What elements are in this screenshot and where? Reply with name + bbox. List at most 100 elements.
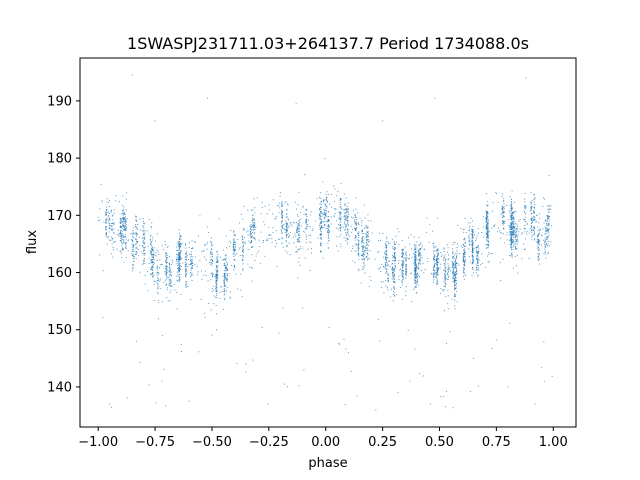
data-point <box>405 259 407 261</box>
data-point <box>418 255 420 257</box>
data-point <box>534 198 536 200</box>
data-point <box>452 272 454 274</box>
data-point <box>132 237 134 239</box>
data-point <box>433 279 435 281</box>
data-point <box>233 241 235 243</box>
data-point <box>282 307 284 309</box>
data-point <box>399 287 401 288</box>
data-point <box>113 241 115 243</box>
data-point <box>536 215 538 217</box>
data-point <box>132 241 134 243</box>
data-point <box>296 231 298 233</box>
data-point <box>185 281 187 283</box>
data-point <box>111 222 113 224</box>
data-point <box>503 200 505 202</box>
data-point <box>478 259 480 261</box>
data-point <box>305 208 307 210</box>
data-point <box>530 210 532 212</box>
data-point <box>150 268 152 270</box>
data-point <box>454 266 456 268</box>
data-point <box>109 227 111 229</box>
data-point <box>215 273 217 275</box>
data-point <box>513 225 515 227</box>
data-point <box>240 213 242 215</box>
data-point <box>125 226 127 228</box>
data-point <box>216 286 218 288</box>
data-point <box>244 242 246 244</box>
data-point <box>507 386 509 388</box>
data-point <box>122 248 124 250</box>
data-point <box>477 267 479 269</box>
data-point <box>418 268 419 270</box>
data-point <box>106 243 108 245</box>
data-point <box>456 283 458 285</box>
data-point <box>135 243 137 245</box>
data-point <box>519 228 521 230</box>
data-point <box>513 223 515 225</box>
data-point <box>502 214 504 216</box>
data-point <box>538 239 540 241</box>
data-point <box>211 252 213 254</box>
data-point <box>452 277 454 279</box>
data-point <box>124 229 126 231</box>
data-point <box>487 237 489 239</box>
data-point <box>302 247 304 249</box>
data-point <box>452 255 454 257</box>
data-point <box>242 238 244 240</box>
data-point <box>201 279 203 281</box>
data-point <box>121 245 123 247</box>
data-point <box>367 227 369 229</box>
data-point <box>486 217 488 219</box>
plot-area-frame <box>79 57 577 428</box>
data-point <box>531 217 533 219</box>
data-point <box>346 229 348 231</box>
data-point <box>142 262 144 264</box>
data-point <box>440 256 442 257</box>
data-point <box>358 243 360 245</box>
data-point <box>285 213 287 215</box>
data-point <box>502 209 504 211</box>
data-point <box>352 210 354 212</box>
data-point <box>462 258 464 260</box>
data-point <box>178 253 180 255</box>
data-point <box>531 221 533 223</box>
data-point <box>170 271 172 273</box>
data-point <box>327 225 329 227</box>
data-point <box>135 254 137 256</box>
data-point <box>296 228 298 230</box>
data-point <box>358 223 360 225</box>
data-point <box>365 231 367 233</box>
data-point <box>216 273 218 275</box>
data-point <box>179 256 181 258</box>
data-point <box>471 255 473 257</box>
data-point <box>364 247 366 249</box>
data-point <box>252 229 254 231</box>
data-point <box>180 250 182 252</box>
data-point <box>402 275 404 277</box>
data-point <box>119 218 121 220</box>
data-point <box>110 209 112 211</box>
data-point <box>270 234 272 236</box>
data-point <box>281 225 283 227</box>
data-point <box>338 211 340 213</box>
data-point <box>454 299 456 301</box>
data-point <box>382 120 384 122</box>
data-point <box>144 238 146 240</box>
data-point <box>166 257 168 259</box>
data-point <box>120 220 122 222</box>
data-point <box>446 251 448 253</box>
data-point <box>463 260 465 262</box>
data-point <box>170 275 172 277</box>
data-point <box>352 217 354 219</box>
data-point <box>472 252 474 254</box>
data-point <box>545 233 547 235</box>
data-point <box>229 273 231 275</box>
data-point <box>509 231 511 233</box>
data-point <box>456 262 458 264</box>
data-point <box>225 270 227 272</box>
data-point <box>132 249 134 251</box>
data-point <box>266 213 268 215</box>
data-point <box>280 216 282 218</box>
data-point <box>456 247 458 249</box>
